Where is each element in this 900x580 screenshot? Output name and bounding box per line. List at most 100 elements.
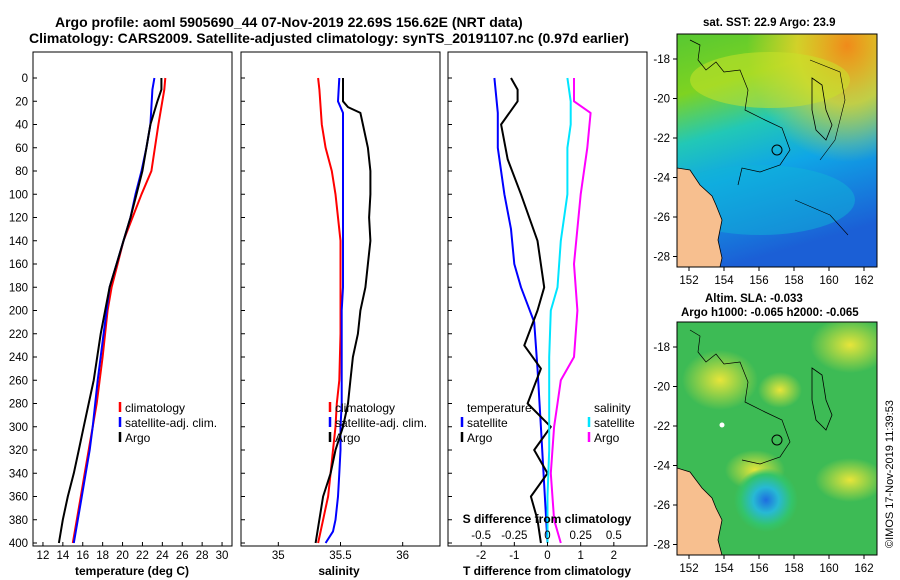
s-difference-axis-label: S difference from climatology xyxy=(463,512,632,526)
sst-cool-band xyxy=(677,165,855,235)
depth-axis: 0 20 40 60 80 100 120 140 160 180 200 220 240 260 280 3… xyxy=(9,73,452,550)
x-tick-label: 1 xyxy=(577,550,583,562)
depth-tick-label: 100 xyxy=(9,189,28,201)
series-line-argo xyxy=(314,78,372,544)
t-difference-axis-label: T difference from climatology xyxy=(463,564,631,578)
salinity-x-ticks: 35 35.5 36 xyxy=(272,542,409,562)
map-x-tick-label: 156 xyxy=(749,563,768,575)
map-y-tick-label: -28 xyxy=(653,252,670,264)
sla-map-title-2: Argo h1000: -0.065 h2000: -0.065 xyxy=(681,307,859,319)
sla-coastline-land xyxy=(677,467,723,555)
x-tick-label: 14 xyxy=(56,550,69,562)
sla-map-title-1: Altim. SLA: -0.033 xyxy=(705,293,803,305)
top-tick-label: 0.25 xyxy=(569,530,591,542)
sst-map-frame xyxy=(676,33,878,268)
difference-series xyxy=(493,77,592,544)
sst-map-x-ticks: 152 154 156 158 160 162 xyxy=(679,267,874,287)
map-x-tick-label: 160 xyxy=(819,563,838,575)
sla-map-frame xyxy=(676,321,878,556)
map-y-tick-label: -18 xyxy=(653,54,670,66)
depth-tick-label: 320 xyxy=(9,445,28,457)
series-line-argo xyxy=(57,78,163,544)
title-line-2: Climatology: CARS2009. Satellite-adjuste… xyxy=(29,30,629,46)
depth-tick-label: 260 xyxy=(9,375,28,387)
map-y-tick-label: -22 xyxy=(653,133,670,145)
sst-island-contour xyxy=(811,77,833,141)
map-y-tick-label: -26 xyxy=(653,500,670,512)
x-tick-label: 2 xyxy=(611,550,617,562)
top-tick-label: 0 xyxy=(544,530,550,542)
difference-legend: temperature satellite Argo salinity sate… xyxy=(460,401,635,445)
map-y-tick-label: -28 xyxy=(653,540,670,552)
legend-label-s-argo: Argo xyxy=(594,431,620,445)
legend-label-t-argo: Argo xyxy=(467,431,493,445)
depth-tick-label: 400 xyxy=(9,538,28,550)
x-tick-label: 16 xyxy=(76,550,89,562)
legend-label-t-satellite: satellite xyxy=(467,416,508,430)
sla-reef-contour xyxy=(689,329,791,465)
map-y-tick-label: -22 xyxy=(653,421,670,433)
x-tick-label: 12 xyxy=(37,550,50,562)
sla-low-eddy xyxy=(734,468,798,532)
sla-map-x-ticks: 152 154 156 158 160 162 xyxy=(679,555,874,575)
x-tick-label: 22 xyxy=(136,550,149,562)
depth-tick-label: 60 xyxy=(15,143,28,155)
x-tick-label: -2 xyxy=(476,550,486,562)
sla-float-location xyxy=(771,434,783,446)
x-tick-label: 24 xyxy=(156,550,169,562)
depth-tick-label: 20 xyxy=(15,96,28,108)
series-line-t-argo xyxy=(500,77,552,544)
depth-tick-label: 0 xyxy=(22,73,28,85)
map-y-tick-label: -24 xyxy=(653,461,670,473)
salinity-axis-label: salinity xyxy=(318,564,360,578)
temperature-legend: climatology satellite-adj. clim. Argo xyxy=(118,401,217,445)
temperature-series xyxy=(57,77,167,544)
depth-tick-label: 160 xyxy=(9,259,28,271)
sla-yellow-patch xyxy=(810,322,877,373)
x-tick-label: 18 xyxy=(96,550,109,562)
depth-tick-label: 140 xyxy=(9,236,28,248)
series-line-s-satellite xyxy=(546,77,572,543)
x-tick-label: 35.5 xyxy=(329,550,351,562)
salinity-legend: climatology satellite-adj. clim. Argo xyxy=(328,401,427,445)
map-y-tick-label: -18 xyxy=(653,342,670,354)
sst-yellow-patch xyxy=(690,52,850,108)
map-y-tick-label: -24 xyxy=(653,173,670,185)
map-y-tick-label: -20 xyxy=(653,382,670,394)
depth-tick-label: 220 xyxy=(9,329,28,341)
sst-map-title: sat. SST: 22.9 Argo: 23.9 xyxy=(703,17,836,29)
sla-yellow-patch xyxy=(682,350,758,410)
sla-island-contour xyxy=(811,367,833,431)
map-x-tick-label: 162 xyxy=(854,563,873,575)
title-line-1: Argo profile: aoml 5905690_44 07-Nov-201… xyxy=(55,14,523,30)
top-tick-label: -0.5 xyxy=(471,530,491,542)
sla-small-island xyxy=(719,422,725,428)
x-tick-label: 30 xyxy=(216,550,229,562)
map-x-tick-label: 162 xyxy=(854,275,873,287)
legend-heading-temperature: temperature xyxy=(467,401,532,415)
x-tick-label: 35 xyxy=(272,550,285,562)
legend-heading-salinity: salinity xyxy=(594,401,631,415)
sla-yellow-patch xyxy=(815,458,877,502)
map-x-tick-label: 154 xyxy=(714,563,734,575)
x-tick-label: 28 xyxy=(196,550,209,562)
salinity-difference-ticks: -0.5 -0.25 0 0.25 0.5 xyxy=(471,530,622,542)
map-x-tick-label: 160 xyxy=(819,275,838,287)
map-x-tick-label: 154 xyxy=(714,275,734,287)
temperature-panel-frame xyxy=(32,51,233,547)
sst-map-y-ticks: -18 -20 -22 -24 -26 -28 xyxy=(653,54,677,264)
sla-yellow-patch xyxy=(758,372,802,408)
series-line-satellite-adj-clim- xyxy=(72,77,156,544)
temperature-axis-label: temperature (deg C) xyxy=(75,564,189,578)
depth-tick-label: 200 xyxy=(9,306,28,318)
depth-tick-label: 280 xyxy=(9,399,28,411)
legend-label-argo: Argo xyxy=(125,431,151,445)
legend-label-satellite: satellite-adj. clim. xyxy=(125,416,217,430)
sla-map-y-ticks: -18 -20 -22 -24 -26 -28 xyxy=(653,342,677,552)
x-tick-label: 26 xyxy=(176,550,189,562)
depth-tick-label: 80 xyxy=(15,166,28,178)
depth-tick-label: 380 xyxy=(9,515,28,527)
map-x-tick-label: 156 xyxy=(749,275,768,287)
x-tick-label: 0 xyxy=(544,550,550,562)
sla-map xyxy=(677,322,877,555)
